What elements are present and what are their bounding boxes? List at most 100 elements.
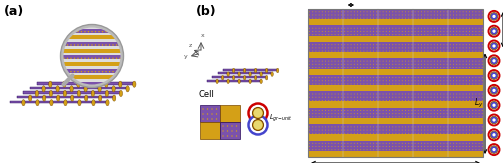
Circle shape bbox=[351, 31, 352, 32]
Circle shape bbox=[482, 11, 483, 12]
Circle shape bbox=[466, 133, 467, 134]
Circle shape bbox=[398, 116, 400, 117]
Circle shape bbox=[354, 47, 355, 48]
Circle shape bbox=[331, 44, 332, 45]
Circle shape bbox=[376, 34, 377, 35]
Polygon shape bbox=[234, 69, 244, 71]
Circle shape bbox=[414, 93, 415, 95]
Circle shape bbox=[325, 110, 326, 111]
Circle shape bbox=[488, 85, 499, 96]
Circle shape bbox=[318, 80, 319, 81]
Circle shape bbox=[325, 149, 326, 150]
Circle shape bbox=[207, 118, 208, 120]
Circle shape bbox=[443, 51, 445, 52]
Circle shape bbox=[379, 51, 380, 52]
Circle shape bbox=[338, 116, 339, 117]
Circle shape bbox=[447, 47, 448, 48]
Polygon shape bbox=[218, 72, 227, 74]
Circle shape bbox=[331, 64, 332, 65]
Circle shape bbox=[376, 47, 377, 48]
Circle shape bbox=[459, 97, 460, 98]
Circle shape bbox=[431, 100, 432, 101]
Circle shape bbox=[421, 126, 422, 127]
Circle shape bbox=[472, 83, 473, 85]
Circle shape bbox=[418, 93, 419, 95]
Circle shape bbox=[450, 116, 451, 117]
Circle shape bbox=[398, 93, 400, 95]
Circle shape bbox=[386, 11, 387, 12]
Bar bbox=[308, 124, 483, 134]
Circle shape bbox=[367, 67, 368, 68]
Circle shape bbox=[363, 116, 365, 117]
Circle shape bbox=[315, 64, 316, 65]
Circle shape bbox=[421, 67, 422, 68]
Circle shape bbox=[408, 133, 409, 134]
Circle shape bbox=[309, 130, 310, 131]
Circle shape bbox=[341, 149, 342, 150]
Circle shape bbox=[325, 130, 326, 131]
Circle shape bbox=[95, 44, 96, 46]
Polygon shape bbox=[66, 101, 78, 103]
Circle shape bbox=[478, 130, 480, 131]
Circle shape bbox=[466, 100, 467, 101]
Circle shape bbox=[431, 28, 432, 29]
Circle shape bbox=[315, 110, 316, 111]
Circle shape bbox=[414, 67, 415, 68]
Circle shape bbox=[428, 143, 429, 144]
Circle shape bbox=[402, 130, 403, 131]
Circle shape bbox=[389, 83, 390, 85]
Circle shape bbox=[478, 143, 480, 144]
Circle shape bbox=[392, 67, 393, 68]
Circle shape bbox=[405, 11, 406, 12]
Circle shape bbox=[373, 11, 374, 12]
Circle shape bbox=[424, 83, 425, 85]
Circle shape bbox=[440, 64, 441, 65]
Circle shape bbox=[386, 18, 387, 19]
Circle shape bbox=[331, 93, 332, 95]
Circle shape bbox=[469, 80, 470, 81]
Circle shape bbox=[370, 149, 371, 150]
Circle shape bbox=[414, 28, 415, 29]
Circle shape bbox=[490, 101, 498, 109]
Circle shape bbox=[395, 143, 396, 144]
Circle shape bbox=[363, 28, 365, 29]
Circle shape bbox=[421, 47, 422, 48]
Circle shape bbox=[344, 11, 345, 12]
Circle shape bbox=[437, 47, 438, 48]
Circle shape bbox=[463, 126, 464, 127]
Circle shape bbox=[469, 93, 470, 95]
Circle shape bbox=[472, 110, 473, 111]
Circle shape bbox=[475, 28, 476, 29]
Circle shape bbox=[338, 34, 339, 35]
Bar bbox=[308, 9, 483, 157]
Circle shape bbox=[456, 116, 457, 117]
Circle shape bbox=[421, 93, 422, 95]
Circle shape bbox=[351, 47, 352, 48]
Circle shape bbox=[351, 110, 352, 111]
Circle shape bbox=[344, 61, 345, 62]
Circle shape bbox=[411, 51, 412, 52]
Circle shape bbox=[428, 44, 429, 45]
Circle shape bbox=[309, 133, 310, 134]
Circle shape bbox=[440, 11, 441, 12]
Circle shape bbox=[469, 97, 470, 98]
Circle shape bbox=[456, 34, 457, 35]
Circle shape bbox=[236, 135, 237, 137]
Circle shape bbox=[424, 130, 425, 131]
Circle shape bbox=[418, 149, 419, 150]
Circle shape bbox=[389, 67, 390, 68]
Circle shape bbox=[475, 116, 476, 117]
Circle shape bbox=[379, 146, 380, 147]
Circle shape bbox=[88, 44, 89, 46]
Circle shape bbox=[357, 61, 358, 62]
Circle shape bbox=[109, 58, 110, 59]
Circle shape bbox=[389, 64, 390, 65]
Circle shape bbox=[447, 113, 448, 114]
Circle shape bbox=[383, 64, 384, 65]
Circle shape bbox=[102, 58, 103, 59]
Circle shape bbox=[383, 133, 384, 134]
Circle shape bbox=[112, 58, 114, 59]
Circle shape bbox=[405, 77, 406, 78]
Circle shape bbox=[478, 97, 480, 98]
Circle shape bbox=[341, 97, 342, 98]
